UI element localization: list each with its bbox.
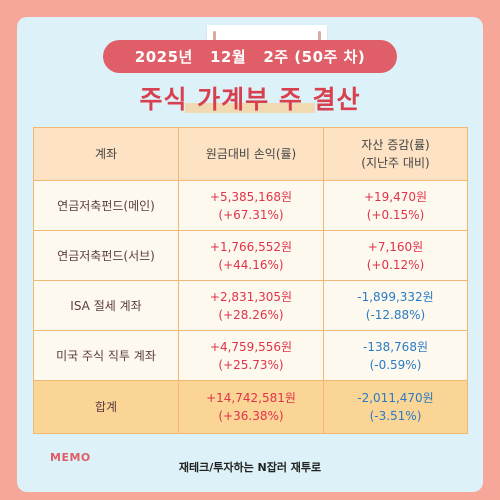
table-row: 연금저축펀드(메인) +5,385,168원 (+67.31%) +19,470… [33,180,468,231]
asset-change-cell: -138,768원 (-0.59%) [323,330,468,381]
profit-loss-cell: +2,831,305원 (+28.26%) [178,280,324,331]
total-profit-loss-cell: +14,742,581원 (+36.38%) [178,380,324,434]
total-asset-change-cell: -2,011,470원 (-3.51%) [323,380,468,434]
asset-change-cell: -1,899,332원 (-12.88%) [323,280,468,331]
asset-change-cell: +19,470원 (+0.15%) [323,180,468,231]
account-name: 미국 주식 직투 계좌 [33,330,179,381]
memo-label: MEMO [50,451,91,464]
asset-change-cell: +7,160원 (+0.12%) [323,230,468,281]
column-header-profit-loss: 원금대비 손익(률) [178,127,324,181]
table-row: ISA 절세 계좌 +2,831,305원 (+28.26%) -1,899,3… [33,280,468,331]
total-label: 합계 [33,380,179,434]
column-header-account: 계좌 [33,127,179,181]
account-name: 연금저축펀드(메인) [33,180,179,231]
author-credit: 재테크/투자하는 N잡러 재투로 [178,461,322,474]
profit-loss-cell: +4,759,556원 (+25.73%) [178,330,324,381]
summary-table: 계좌 원금대비 손익(률) 자산 증감(률) (지난주 대비) 연금저축펀드(메… [33,127,468,434]
table-row: 미국 주식 직투 계좌 +4,759,556원 (+25.73%) -138,7… [33,330,468,381]
period-badge: 2025년 12월 2주 (50주 차) [103,40,397,73]
title-highlight [185,103,315,113]
column-header-asset-change: 자산 증감(률) (지난주 대비) [323,127,468,181]
table-header-row: 계좌 원금대비 손익(률) 자산 증감(률) (지난주 대비) [33,127,468,181]
profit-loss-cell: +5,385,168원 (+67.31%) [178,180,324,231]
total-row: 합계 +14,742,581원 (+36.38%) -2,011,470원 (-… [33,380,468,434]
profit-loss-cell: +1,766,552원 (+44.16%) [178,230,324,281]
account-name: 연금저축펀드(서브) [33,230,179,281]
page-title: 주식 가계부 주 결산 [139,85,361,114]
account-name: ISA 절세 계좌 [33,280,179,331]
table-row: 연금저축펀드(서브) +1,766,552원 (+44.16%) +7,160원… [33,230,468,281]
